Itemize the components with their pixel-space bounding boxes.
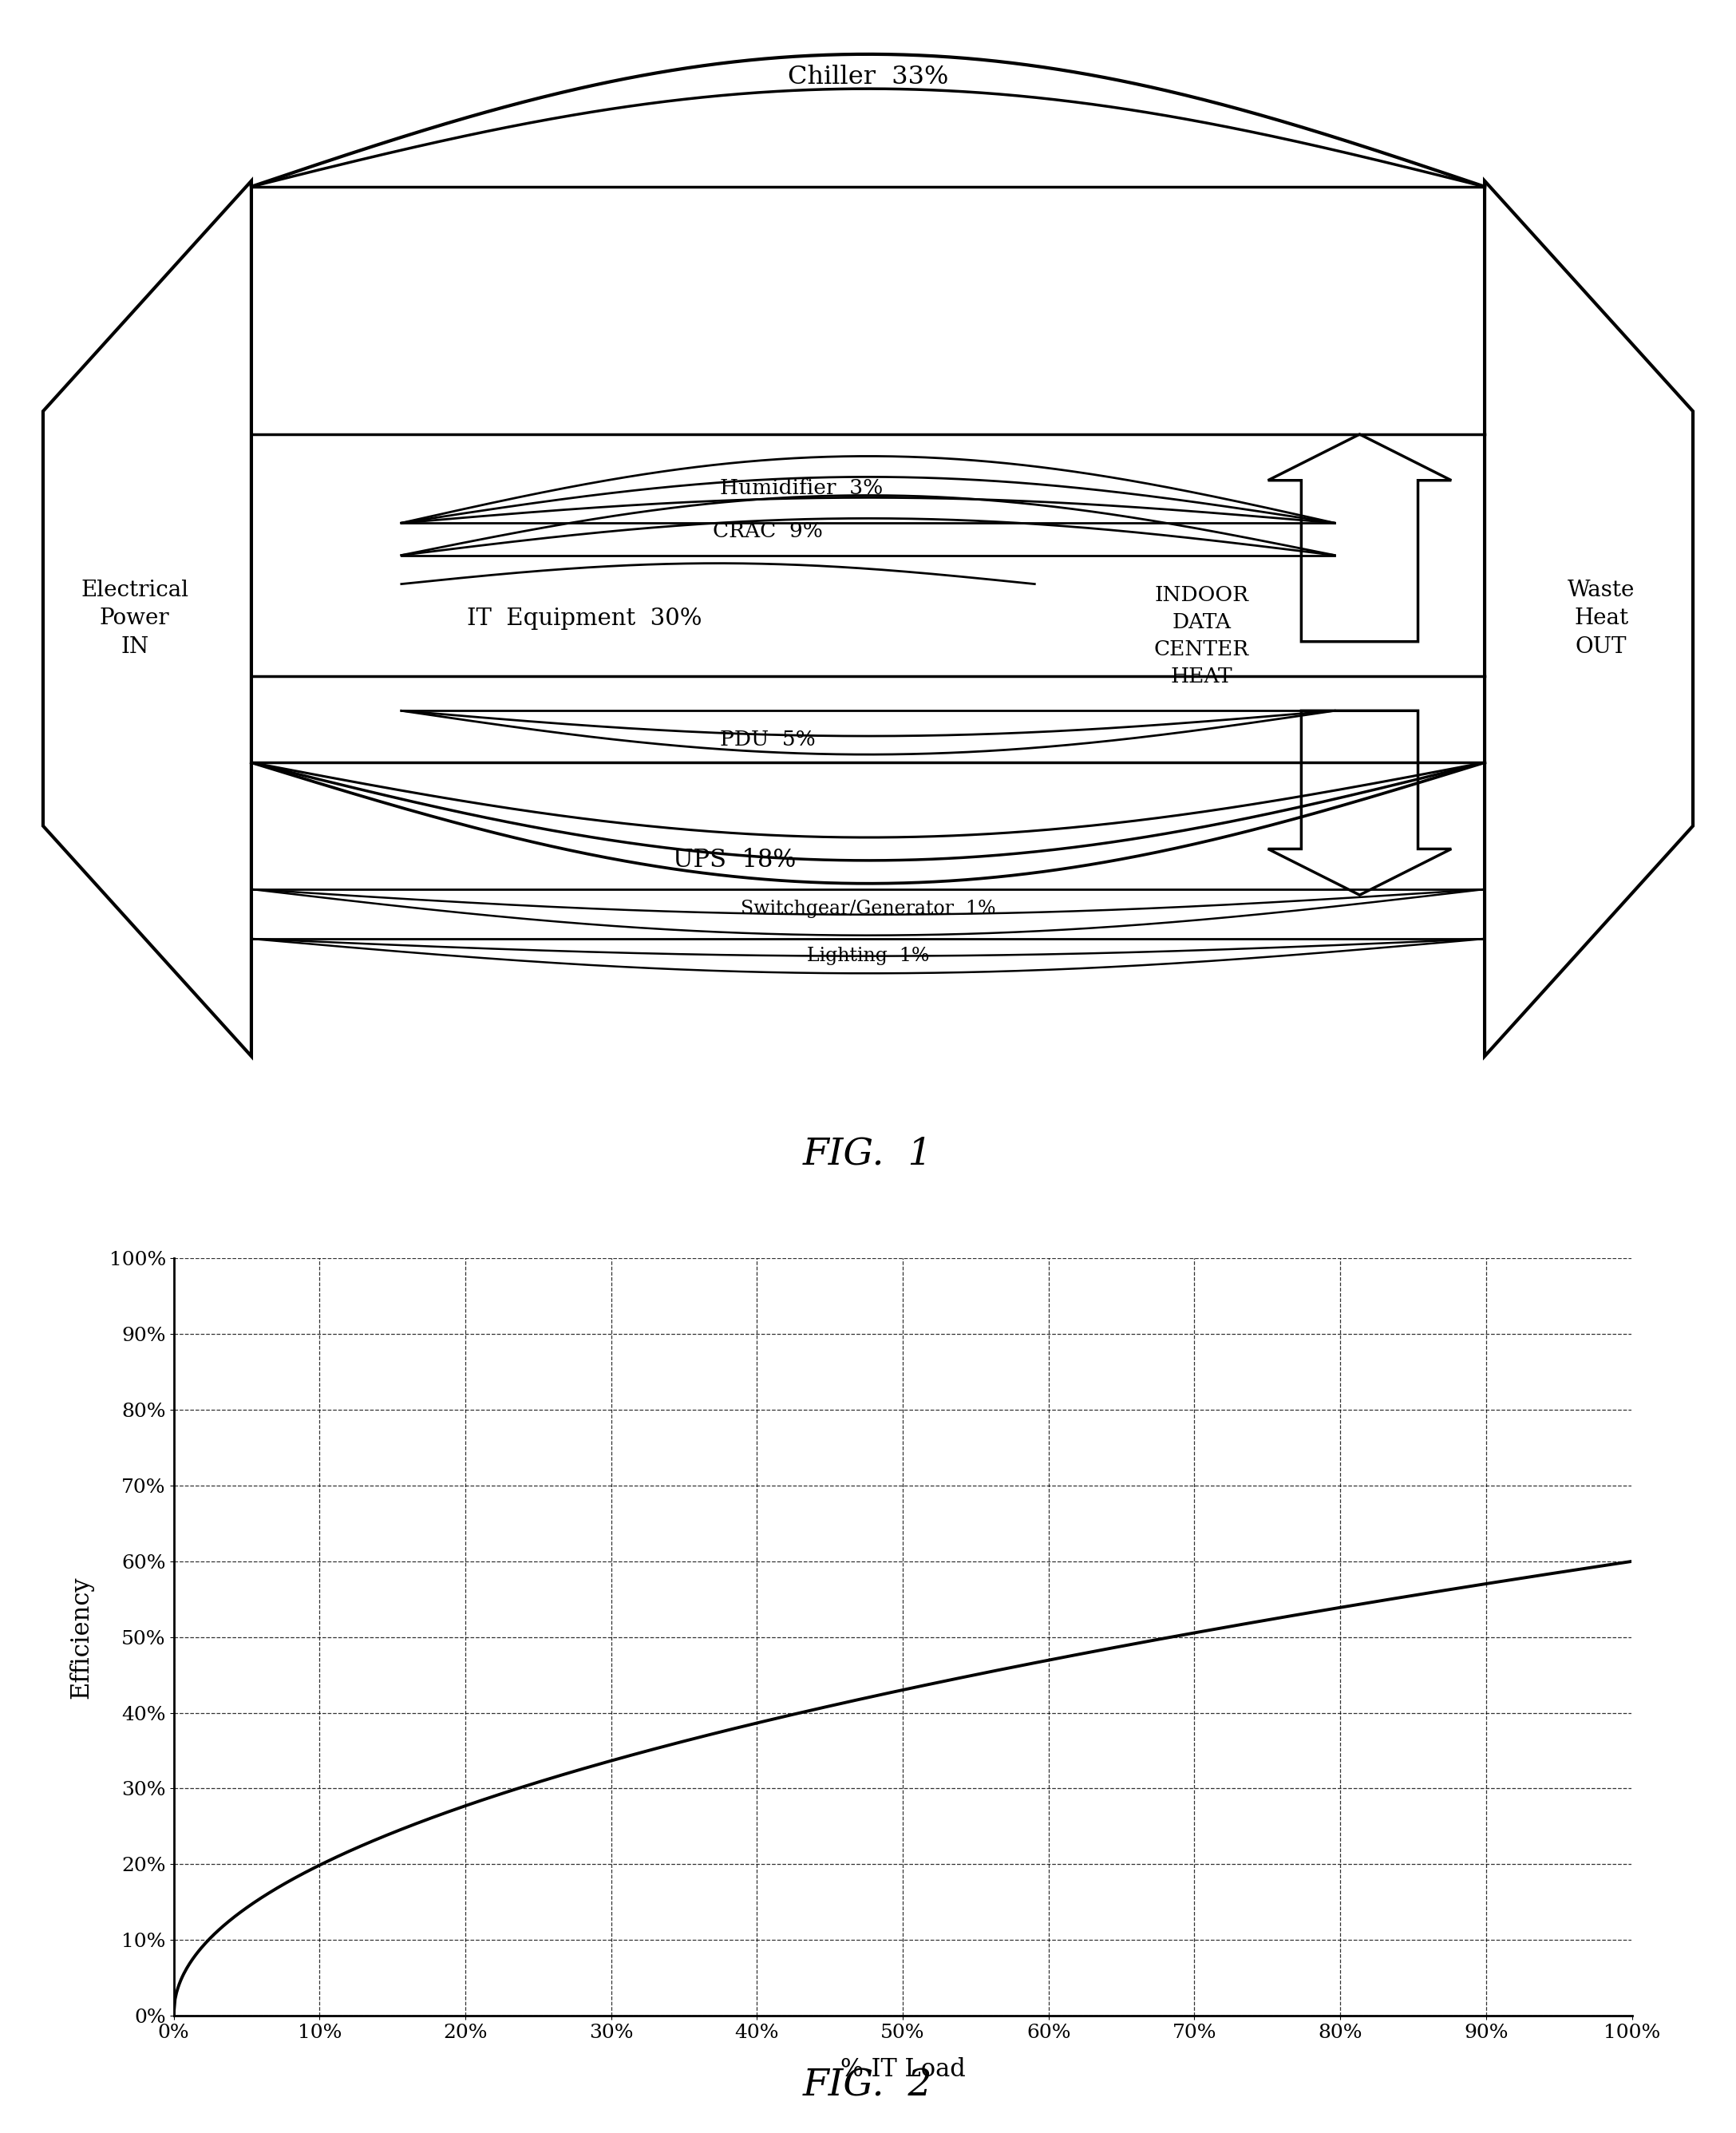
Text: Lighting  1%: Lighting 1%	[807, 947, 929, 966]
Text: CRAC  9%: CRAC 9%	[713, 520, 823, 542]
Text: UPS  18%: UPS 18%	[674, 849, 797, 872]
Text: INDOOR
DATA
CENTER
HEAT: INDOOR DATA CENTER HEAT	[1154, 584, 1248, 687]
X-axis label: % IT Load: % IT Load	[840, 2058, 965, 2082]
Text: Chiller  33%: Chiller 33%	[788, 64, 948, 90]
Text: IT  Equipment  30%: IT Equipment 30%	[467, 608, 703, 629]
Polygon shape	[1267, 710, 1451, 896]
Y-axis label: Efficiency: Efficiency	[69, 1576, 94, 1698]
Text: FIG.  1: FIG. 1	[804, 1137, 932, 1173]
Text: Humidifier  3%: Humidifier 3%	[720, 478, 884, 499]
Polygon shape	[1267, 435, 1451, 642]
Text: PDU  5%: PDU 5%	[720, 729, 816, 749]
Text: Electrical
Power
IN: Electrical Power IN	[82, 580, 189, 657]
Text: FIG.  2: FIG. 2	[804, 2069, 932, 2103]
Text: Waste
Heat
OUT: Waste Heat OUT	[1568, 580, 1635, 657]
Text: Switchgear/Generator  1%: Switchgear/Generator 1%	[741, 900, 995, 917]
